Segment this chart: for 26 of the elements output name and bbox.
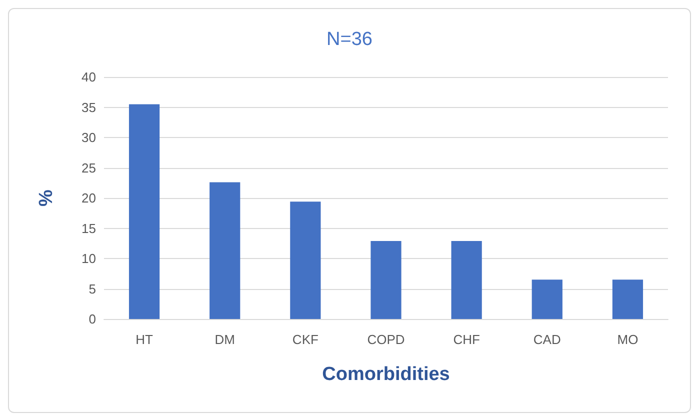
bar <box>210 182 240 319</box>
x-tick-label: CHF <box>453 332 480 347</box>
bar <box>612 280 644 319</box>
y-tick-label: 0 <box>88 312 96 326</box>
y-tick-label: 15 <box>82 220 96 236</box>
y-tick-label: 25 <box>82 160 96 176</box>
y-tick-label: 30 <box>82 130 96 145</box>
bar <box>290 202 321 319</box>
bar <box>370 240 402 319</box>
bar <box>128 104 160 319</box>
x-tick-label: DM <box>214 332 235 347</box>
y-tick-label: 35 <box>82 100 96 115</box>
y-tick-label: 20 <box>82 190 96 206</box>
bar <box>532 280 562 319</box>
y-tick-label: 40 <box>82 70 96 84</box>
bar <box>451 240 482 319</box>
y-tick-label: 5 <box>88 281 96 296</box>
x-axis-title: Comorbidities <box>322 364 450 385</box>
x-tick-label: CAD <box>533 332 561 347</box>
y-tick-label: 10 <box>82 251 96 266</box>
y-axis-title: % <box>36 189 57 206</box>
chart-title: N=36 <box>326 29 372 50</box>
x-tick-label: COPD <box>367 332 405 347</box>
x-tick-label: CKF <box>292 332 318 347</box>
x-tick-label: MO <box>617 332 638 347</box>
x-tick-label: HT <box>136 332 153 347</box>
